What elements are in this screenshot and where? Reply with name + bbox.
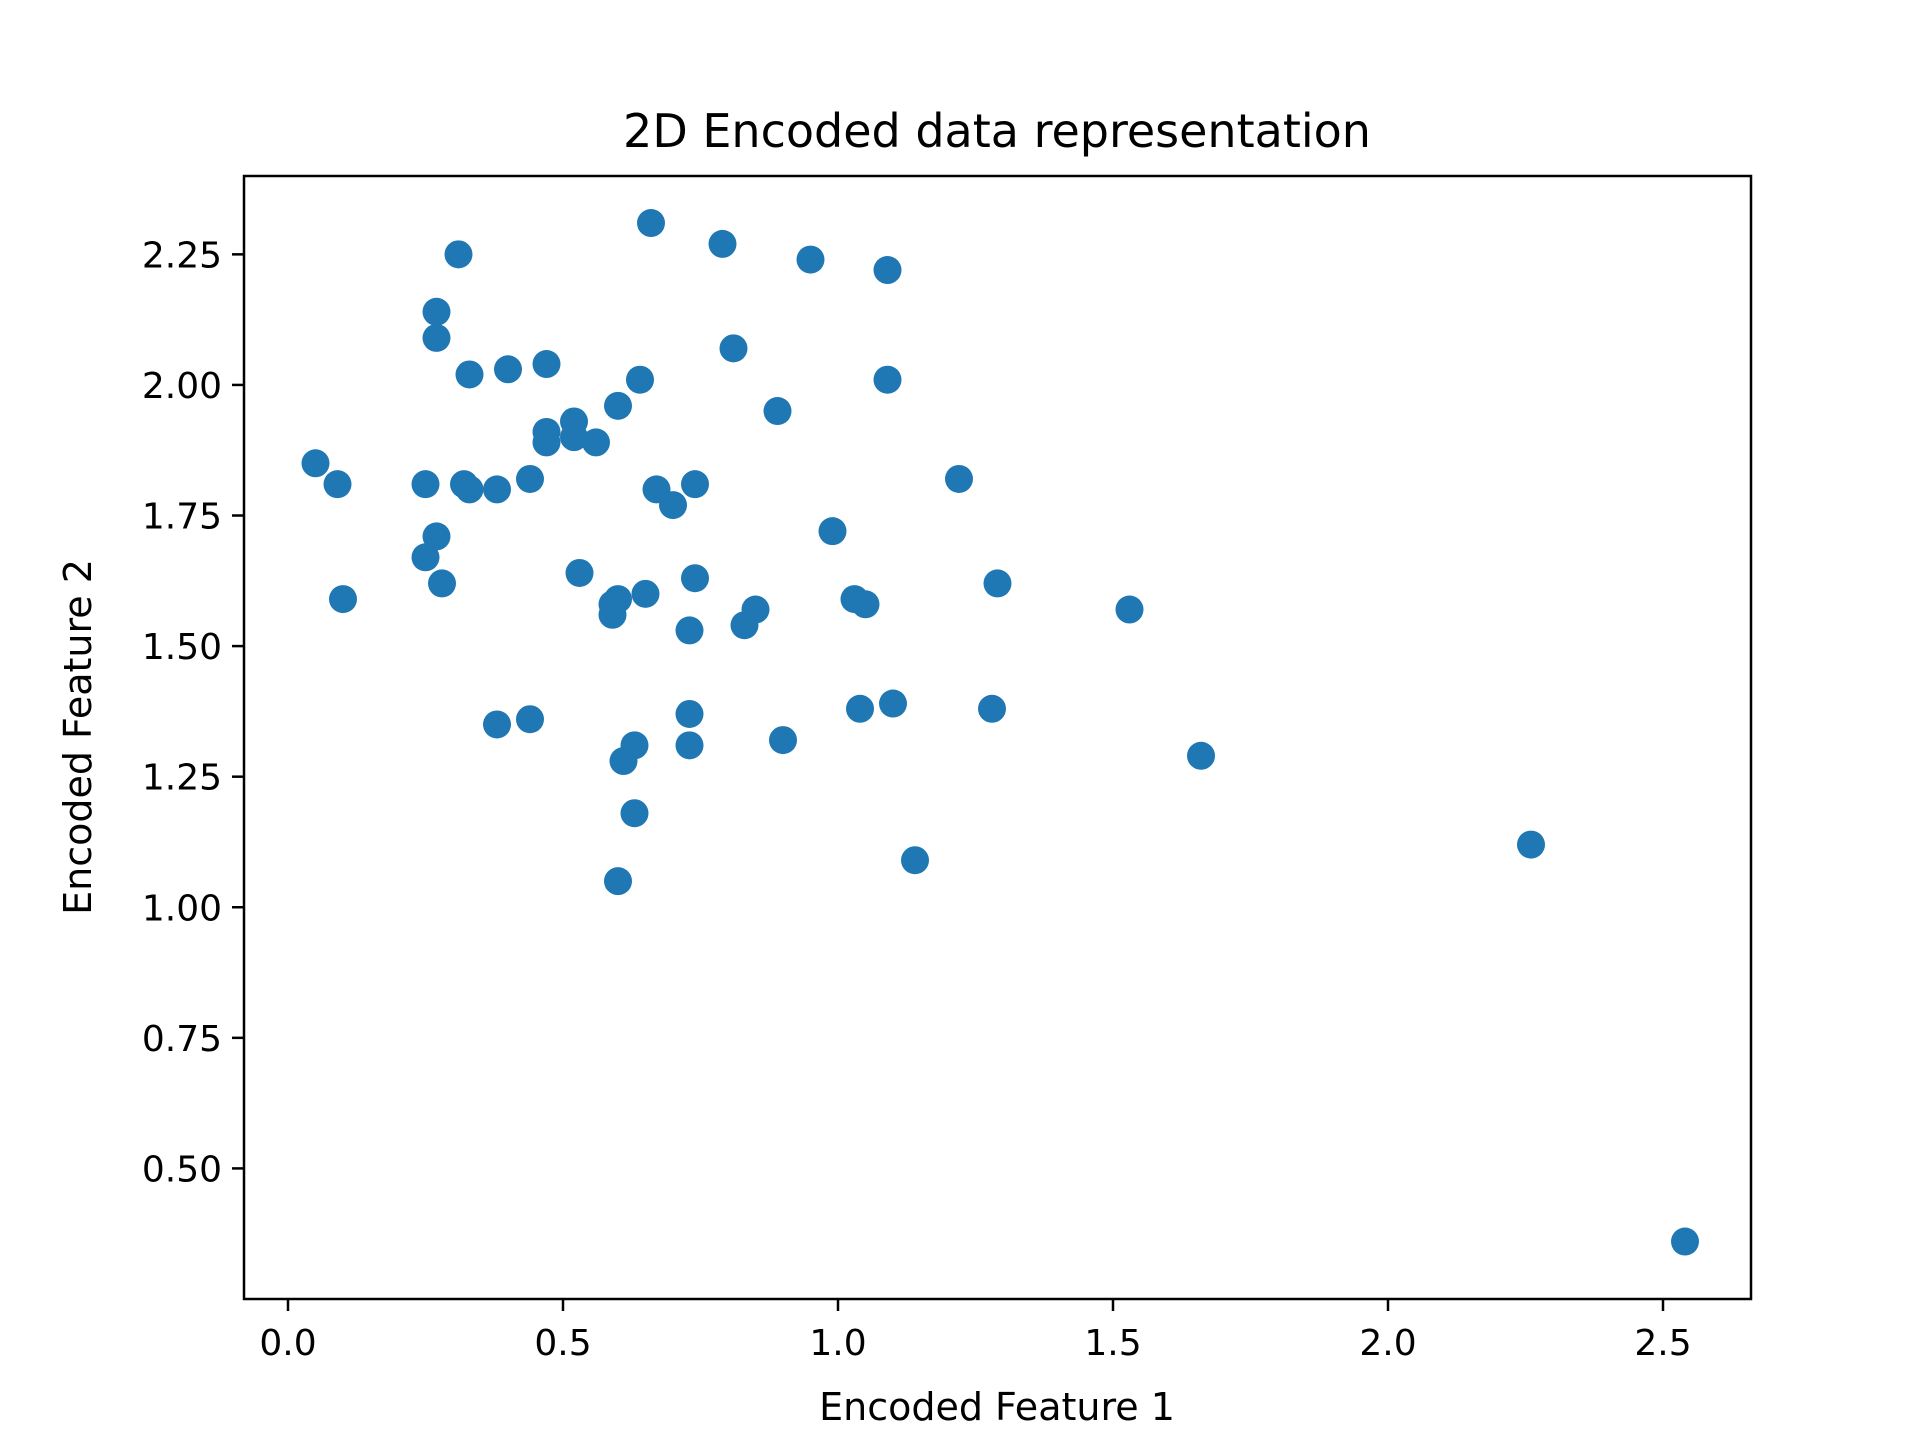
data-point — [604, 867, 632, 896]
data-point — [1115, 595, 1144, 624]
data-point — [1517, 830, 1545, 859]
data-point — [455, 360, 484, 389]
y-axis-ticks: 0.50 0.75 1.00 1.25 1.50 1.75 2.00 2.25 — [142, 235, 244, 1190]
data-point — [411, 543, 440, 572]
data-point — [455, 475, 484, 504]
data-point — [846, 694, 874, 723]
data-point — [483, 475, 511, 504]
x-tick-label: 0.0 — [259, 1323, 316, 1364]
x-tick-label: 1.0 — [809, 1323, 866, 1364]
y-tick-label: 0.75 — [142, 1019, 222, 1060]
data-point — [741, 595, 770, 624]
data-point — [582, 428, 610, 457]
x-axis-label: Encoded Feature 1 — [819, 1385, 1175, 1429]
data-point — [422, 522, 451, 551]
data-point — [604, 391, 632, 420]
data-point — [329, 585, 357, 614]
data-point — [565, 558, 594, 587]
data-point — [681, 470, 709, 499]
data-point — [620, 799, 649, 828]
data-point — [604, 585, 632, 614]
data-point — [323, 470, 352, 499]
data-point — [851, 590, 880, 619]
data-point — [422, 297, 451, 326]
x-tick-label: 1.5 — [1084, 1323, 1141, 1364]
y-tick-label: 1.50 — [142, 627, 222, 668]
data-point — [879, 689, 907, 718]
x-tick-label: 2.0 — [1359, 1323, 1416, 1364]
x-axis-ticks: 0.0 0.5 1.0 1.5 2.0 2.5 — [259, 1299, 1692, 1364]
data-point — [483, 710, 511, 739]
data-point — [626, 365, 654, 394]
x-tick-label: 0.5 — [534, 1323, 591, 1364]
data-point — [978, 694, 1006, 723]
data-point — [1187, 741, 1215, 770]
data-point — [659, 491, 687, 520]
data-point — [631, 579, 660, 608]
data-points — [301, 209, 1699, 1256]
data-point — [422, 323, 451, 352]
data-point — [444, 240, 473, 269]
data-point — [873, 256, 902, 285]
y-axis-label: Encoded Feature 2 — [56, 559, 100, 915]
data-point — [532, 428, 561, 457]
plot-frame — [242, 174, 1753, 1301]
data-point — [516, 705, 544, 734]
data-point — [675, 616, 704, 645]
data-point — [796, 245, 825, 274]
data-point — [708, 229, 737, 258]
data-point — [769, 726, 797, 755]
data-point — [681, 564, 709, 593]
data-point — [675, 699, 704, 728]
y-tick-label: 2.00 — [142, 366, 222, 407]
data-point — [637, 209, 665, 238]
data-point — [818, 517, 847, 546]
y-tick-label: 0.50 — [142, 1149, 222, 1190]
data-point — [532, 350, 561, 379]
data-point — [1671, 1227, 1699, 1256]
chart-title: 2D Encoded data representation — [623, 104, 1371, 158]
data-point — [763, 397, 792, 426]
y-tick-label: 2.25 — [142, 235, 222, 276]
data-point — [516, 464, 544, 493]
data-point — [873, 365, 902, 394]
y-tick-label: 1.75 — [142, 497, 222, 538]
data-point — [901, 846, 929, 875]
data-point — [675, 731, 704, 760]
data-point — [983, 569, 1012, 598]
y-tick-label: 1.00 — [142, 888, 222, 929]
data-point — [428, 569, 456, 598]
y-tick-label: 1.25 — [142, 758, 222, 799]
data-point — [411, 470, 440, 499]
data-point — [945, 464, 973, 493]
data-point — [719, 334, 748, 363]
x-tick-label: 2.5 — [1634, 1323, 1691, 1364]
data-point — [620, 731, 649, 760]
data-point — [560, 423, 588, 452]
data-point — [301, 449, 330, 478]
data-point — [494, 355, 522, 384]
